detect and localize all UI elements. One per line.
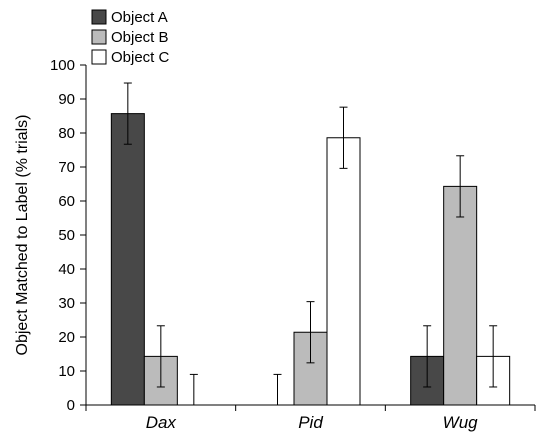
y-tick-label: 10 (58, 363, 75, 380)
x-category-label: Wug (443, 413, 479, 432)
y-tick-label: 70 (58, 159, 75, 176)
y-axis: 0 10 20 30 40 50 60 70 80 90 100 (50, 57, 87, 414)
y-tick-label: 60 (58, 193, 75, 210)
y-axis-title: Object Matched to Label (% trials) (14, 115, 31, 356)
legend: Object A Object B Object C (91, 9, 170, 66)
bar (110, 113, 145, 406)
legend-label: Object A (111, 9, 168, 26)
y-tick-label: 100 (50, 57, 75, 74)
x-category-label: Dax (146, 413, 177, 432)
legend-swatch (91, 9, 107, 25)
y-tick-label: 80 (58, 125, 75, 142)
bar (443, 185, 478, 406)
x-axis: Dax Pid Wug (85, 404, 536, 432)
legend-swatch (91, 29, 107, 45)
y-tick-label: 40 (58, 261, 75, 278)
bar (326, 137, 361, 406)
error-bars (123, 82, 498, 405)
legend-swatch (91, 49, 107, 65)
y-tick-label: 30 (58, 295, 75, 312)
legend-label: Object C (111, 49, 170, 66)
y-tick-label: 90 (58, 91, 75, 108)
legend-label: Object B (111, 29, 169, 46)
y-tick-label: 50 (58, 227, 75, 244)
x-category-label: Pid (298, 413, 323, 432)
y-tick-label: 0 (67, 397, 75, 414)
y-tick-label: 20 (58, 329, 75, 346)
